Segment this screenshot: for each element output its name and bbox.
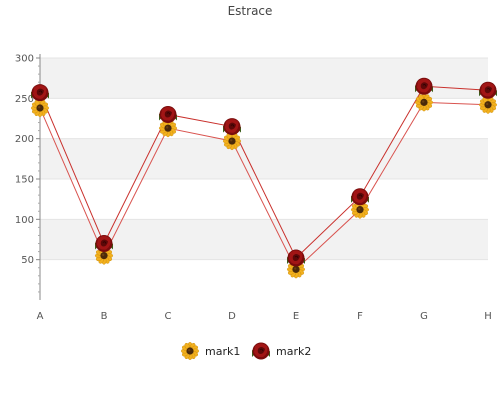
- data-point-mark2: [159, 105, 177, 123]
- legend: mark1 mark2: [181, 342, 311, 360]
- rose-swirl: [166, 112, 171, 115]
- series-line-mark1: [39, 101, 489, 271]
- rose-inner: [164, 110, 172, 118]
- rose-inner: [292, 254, 300, 262]
- data-point-mark2: [351, 188, 369, 206]
- x-tick-label: G: [420, 311, 428, 322]
- data-point-mark2: [31, 84, 49, 102]
- x-tick-label: H: [484, 311, 492, 322]
- data-point-mark1: [415, 93, 433, 112]
- data-point-mark1: [31, 99, 49, 118]
- y-tick-label: 200: [15, 134, 34, 145]
- grid-band: [40, 138, 488, 179]
- rose-inner: [420, 82, 428, 90]
- sunflower-highlight: [294, 267, 297, 270]
- y-tick-label: 300: [15, 54, 34, 65]
- y-tick-label: 50: [21, 255, 34, 266]
- rose-swirl: [422, 84, 427, 87]
- x-tick-label: E: [293, 311, 299, 322]
- rose-swirl: [486, 88, 491, 91]
- rose-swirl: [259, 348, 264, 352]
- x-tick-label: C: [165, 311, 172, 322]
- data-point-mark2: [479, 81, 497, 99]
- chart-title: Estrace: [228, 4, 273, 18]
- series-markers: [31, 77, 497, 279]
- y-tick-label: 250: [15, 94, 34, 105]
- grid-bands: [40, 57, 488, 261]
- rose-swirl: [358, 194, 363, 197]
- rose-swirl: [102, 241, 107, 244]
- data-point-mark2: [223, 118, 241, 136]
- data-point-mark1: [95, 246, 113, 265]
- rose-inner: [356, 192, 364, 200]
- rose-inner: [100, 239, 108, 247]
- rose-inner: [36, 88, 44, 96]
- data-point-mark2: [287, 249, 305, 267]
- rose-swirl: [294, 255, 299, 259]
- data-point-mark2: [95, 235, 113, 253]
- y-tick-label: 100: [15, 215, 34, 226]
- grid-band: [40, 58, 488, 99]
- x-tick-label: F: [357, 311, 363, 322]
- series-line-mark2: [39, 85, 489, 259]
- sunflower-highlight: [486, 102, 489, 106]
- data-point-mark1: [479, 95, 497, 114]
- data-point-mark2: [415, 77, 433, 95]
- rose-inner: [257, 347, 265, 354]
- sunflower-highlight: [188, 349, 191, 352]
- axes: 50 100 150 200 250 300 A B C D E F G H: [15, 54, 492, 323]
- grid-band: [40, 219, 488, 260]
- y-tick-label: 150: [15, 175, 34, 186]
- series-lines: [39, 85, 489, 271]
- sunflower-highlight: [38, 106, 41, 109]
- rose-inner: [484, 86, 492, 94]
- rose-icon: [252, 342, 270, 360]
- sunflower-highlight: [166, 126, 169, 129]
- rose-swirl: [38, 90, 43, 93]
- x-tick-label: A: [37, 311, 44, 322]
- x-tick-label: B: [101, 311, 108, 322]
- sunflower-icon: [181, 342, 199, 360]
- rose-swirl: [230, 124, 235, 127]
- rose-inner: [228, 122, 236, 130]
- data-point-mark1: [159, 119, 177, 138]
- sunflower-highlight: [358, 207, 361, 211]
- legend-label: mark1: [205, 345, 240, 358]
- legend-label: mark2: [276, 345, 311, 358]
- sunflower-highlight: [230, 139, 233, 142]
- sunflower-highlight: [102, 253, 105, 257]
- x-tick-label: D: [228, 311, 236, 322]
- sunflower-highlight: [422, 100, 425, 103]
